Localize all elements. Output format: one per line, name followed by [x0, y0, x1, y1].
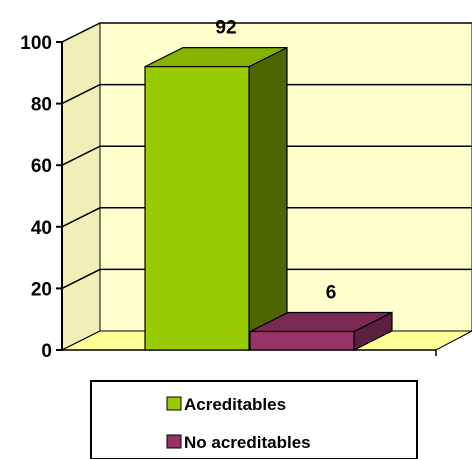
bar-front-face: [144, 66, 250, 351]
plot-area: 0 20 40 60 80 100 92 6: [20, 18, 472, 362]
data-label-no-acreditables: 6: [326, 283, 337, 304]
chart-side-wall: [61, 22, 101, 351]
gridline: [61, 207, 472, 228]
gridline: [61, 22, 472, 43]
bars: [144, 46, 393, 351]
bar-front-face: [249, 330, 355, 351]
legend-item-no-acreditables: No acreditables: [166, 433, 311, 452]
legend-label-acreditables: Acreditables: [184, 395, 286, 414]
gridline: [61, 145, 472, 166]
legend-item-acreditables: Acreditables: [166, 395, 286, 414]
y-axis-ticks: 0 20 40 60 80 100: [20, 33, 62, 362]
y-tick-label: 40: [31, 218, 52, 239]
y-tick-label: 0: [41, 341, 52, 362]
bar-side-face: [248, 46, 288, 351]
legend-box: [90, 380, 418, 459]
legend-swatch-acreditables: [166, 396, 182, 411]
bar-no-acreditables: [249, 311, 393, 351]
data-labels: 92 6: [215, 18, 336, 304]
data-label-acreditables: 92: [215, 18, 236, 39]
legend-swatch-no-acreditables: [166, 434, 182, 449]
legend: Acreditables No acreditables: [90, 380, 418, 459]
legend-label-no-acreditables: No acreditables: [184, 433, 311, 452]
y-tick-label: 60: [31, 156, 52, 177]
y-tick-label: 20: [31, 279, 52, 300]
gridline: [61, 268, 472, 290]
gridline: [61, 83, 472, 105]
y-tick-label: 100: [20, 33, 52, 54]
gridlines: [61, 22, 472, 290]
y-tick-label: 80: [31, 95, 52, 116]
bar-acreditables: [144, 46, 288, 351]
